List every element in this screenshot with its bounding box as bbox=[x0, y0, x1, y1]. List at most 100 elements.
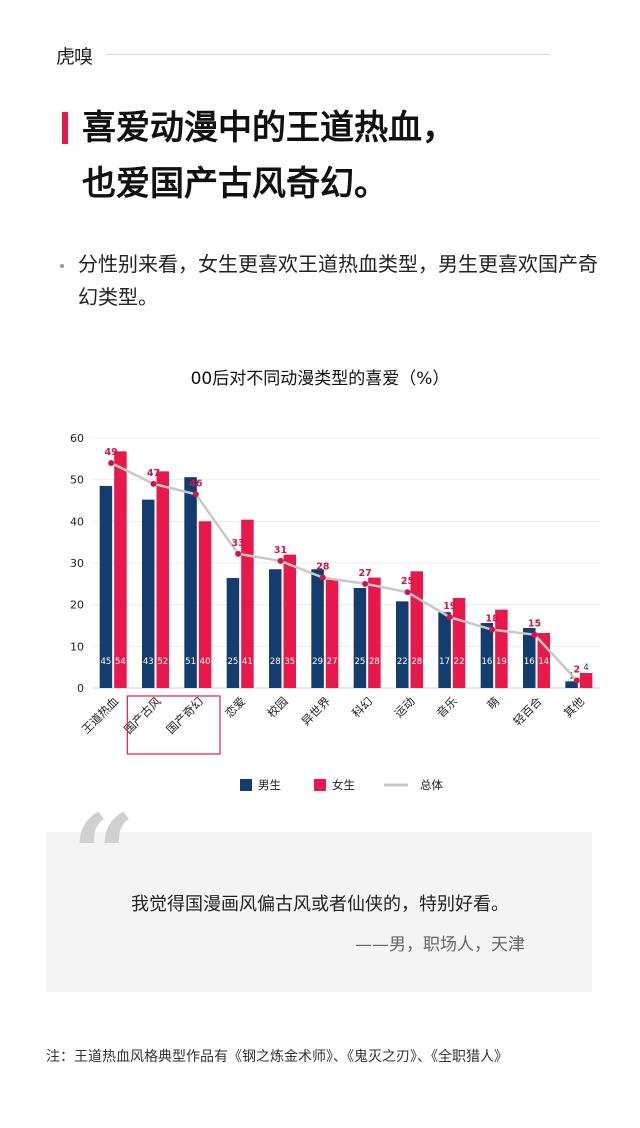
legend-swatch-female bbox=[314, 779, 326, 791]
point-total bbox=[319, 574, 326, 581]
point-label-total: 33 bbox=[232, 538, 245, 549]
bar-male bbox=[269, 569, 282, 688]
headline-line-1: 喜爱动漫中的王道热血， bbox=[82, 108, 456, 148]
bar-male bbox=[184, 477, 197, 688]
bar-label-female: 41 bbox=[242, 657, 253, 667]
point-label-total: 18 bbox=[486, 614, 500, 625]
y-tick-label: 10 bbox=[70, 640, 84, 653]
bar-label-female: 27 bbox=[327, 657, 338, 667]
bar-label-female: 54 bbox=[115, 657, 126, 667]
bar-female bbox=[198, 521, 212, 688]
headline-accent-bar bbox=[62, 112, 68, 144]
bar-female bbox=[114, 451, 127, 688]
headline-line-2: 也爱国产古风奇幻。 bbox=[82, 164, 388, 204]
y-tick-label: 30 bbox=[70, 557, 84, 570]
x-tick-label: 异世界 bbox=[299, 694, 334, 729]
footnote: 注：王道热血风格典型作品有《钢之炼金术师》、《鬼灭之刃》、《全职猎人》 bbox=[46, 1049, 508, 1065]
bar-label-female: 40 bbox=[200, 657, 211, 667]
point-total bbox=[362, 580, 369, 587]
bar-male bbox=[226, 578, 240, 688]
bar-female bbox=[241, 519, 254, 688]
x-tick-label: 恋爱 bbox=[222, 694, 248, 720]
y-tick-label: 20 bbox=[70, 599, 84, 612]
point-label-total: 49 bbox=[105, 447, 118, 458]
point-total bbox=[108, 460, 115, 466]
bar-label-female: 28 bbox=[411, 657, 422, 667]
bar-label-male: 25 bbox=[355, 657, 366, 667]
bar-label-female: 19 bbox=[496, 657, 507, 667]
bar-male bbox=[565, 681, 578, 688]
y-tick-label: 40 bbox=[70, 515, 84, 528]
x-tick-label: 运动 bbox=[391, 694, 417, 720]
x-tick-label: 轻百合 bbox=[510, 694, 545, 729]
point-label-total: 28 bbox=[316, 562, 330, 573]
bar-male bbox=[523, 628, 536, 688]
x-tick-label: 科幻 bbox=[349, 694, 375, 720]
line-total bbox=[110, 461, 578, 682]
logo: 虎嗅 bbox=[56, 46, 93, 68]
point-label-total: 27 bbox=[359, 568, 372, 579]
bar-label-male: 43 bbox=[143, 657, 154, 667]
x-tick-label: 萌 bbox=[484, 694, 502, 712]
quote-box bbox=[46, 832, 592, 992]
bar-male bbox=[480, 623, 494, 688]
legend-label-female: 女生 bbox=[332, 778, 355, 792]
header-divider bbox=[106, 54, 550, 55]
bullet-icon bbox=[60, 264, 64, 268]
legend-swatch-male bbox=[240, 779, 252, 791]
headline: 喜爱动漫中的王道热血， 也爱国产古风奇幻。 bbox=[82, 100, 456, 212]
bar-label-female: 14 bbox=[538, 657, 549, 667]
bar-label-male: 25 bbox=[228, 657, 239, 667]
point-label-total: 47 bbox=[147, 468, 160, 479]
quote-mark-icon: “ bbox=[72, 790, 136, 919]
x-tick-label: 校园 bbox=[264, 694, 290, 720]
y-tick-label: 60 bbox=[70, 432, 84, 445]
bar-label-male: 16 bbox=[524, 657, 535, 667]
bar-label-male: 22 bbox=[397, 657, 408, 667]
bar-label-female: 52 bbox=[157, 657, 168, 667]
bar-label-male: 17 bbox=[439, 657, 450, 667]
point-total bbox=[404, 589, 411, 596]
bar-male bbox=[99, 485, 113, 688]
bar-label-female: 22 bbox=[454, 657, 465, 667]
legend-label-male: 男生 bbox=[258, 778, 281, 792]
point-total bbox=[192, 491, 199, 498]
x-tick-label: 国产奇幻 bbox=[164, 694, 206, 736]
bar-female bbox=[325, 579, 339, 688]
x-tick-label: 王道热血 bbox=[79, 694, 122, 737]
bar-female bbox=[410, 571, 423, 688]
bar-male bbox=[311, 569, 324, 688]
point-total bbox=[573, 677, 580, 684]
bar-female bbox=[368, 577, 381, 688]
subtext: 分性别来看，女生更喜欢王道热血类型，男生更喜欢国产奇幻类型。 bbox=[78, 252, 598, 309]
bar-label-female: 28 bbox=[369, 657, 380, 667]
point-total bbox=[235, 550, 242, 557]
point-total bbox=[531, 631, 538, 638]
quote-text: 我觉得国漫画风偏古风或者仙侠的，特别好看。 bbox=[131, 894, 509, 915]
point-label-total: 46 bbox=[189, 478, 203, 489]
legend-label-total: 总体 bbox=[420, 778, 443, 792]
bar-label-male: 28 bbox=[270, 657, 281, 667]
bar-label-male: 29 bbox=[312, 657, 323, 667]
bar-label-male: 51 bbox=[185, 657, 196, 667]
bar-label-female: 4 bbox=[583, 663, 588, 673]
bar-male bbox=[353, 588, 367, 688]
y-tick-label: 0 bbox=[77, 682, 84, 695]
bar-female bbox=[156, 471, 169, 688]
bar-male bbox=[396, 601, 409, 688]
point-label-total: 25 bbox=[401, 576, 414, 587]
point-label-total: 2 bbox=[574, 665, 581, 676]
bar-female bbox=[579, 673, 593, 688]
x-tick-label: 其他 bbox=[561, 694, 588, 721]
point-label-total: 15 bbox=[528, 619, 541, 630]
point-total bbox=[150, 480, 157, 487]
bar-male bbox=[438, 612, 451, 688]
bar-male bbox=[142, 499, 155, 688]
point-total bbox=[489, 626, 496, 633]
bar-label-male: 16 bbox=[482, 657, 493, 667]
quote-attribution: ——男，职场人，天津 bbox=[355, 935, 525, 955]
bar-label-female: 35 bbox=[284, 657, 295, 667]
point-label-total: 31 bbox=[274, 545, 287, 556]
point-total bbox=[277, 557, 284, 564]
